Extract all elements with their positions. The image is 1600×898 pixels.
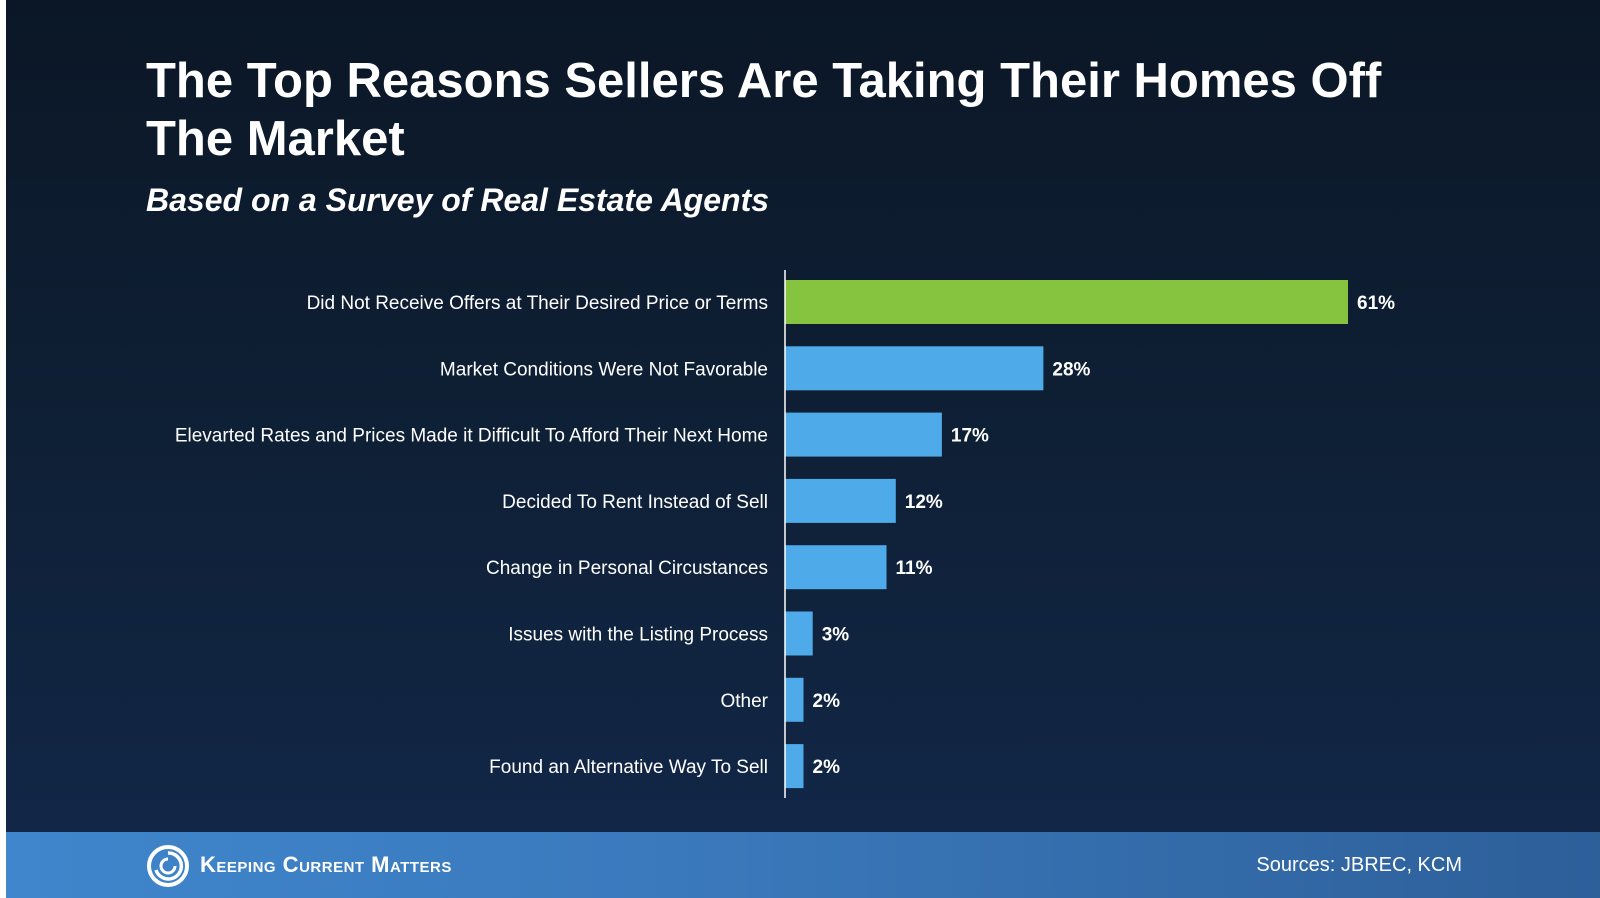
- value-label-7: 2%: [813, 691, 841, 712]
- slide: The Top Reasons Sellers Are Taking Their…: [6, 0, 1600, 898]
- sources-note: Sources: JBREC, KCM: [1256, 854, 1462, 876]
- value-label-3: 17%: [951, 426, 989, 447]
- value-label-4: 12%: [905, 492, 943, 513]
- category-label-8: Found an Alternative Way To Sell: [489, 757, 768, 778]
- bar-3: [785, 412, 942, 457]
- value-label-5: 11%: [896, 558, 933, 579]
- bar-chart: Did Not Receive Offers at Their Desired …: [175, 270, 1395, 798]
- category-label-7: Other: [720, 691, 768, 712]
- category-label-3: Elevarted Rates and Prices Made it Diffi…: [175, 426, 768, 447]
- chart-title: The Top Reasons Sellers Are Taking Their…: [146, 54, 1382, 166]
- category-label-4: Decided To Rent Instead of Sell: [502, 492, 768, 513]
- bar-8: [785, 744, 804, 789]
- brand-name: Keeping Current Matters: [200, 852, 452, 877]
- value-label-8: 2%: [813, 757, 841, 778]
- bar-6: [785, 611, 813, 656]
- swirl-logo-icon: [147, 845, 189, 887]
- value-label-2: 28%: [1052, 359, 1090, 380]
- category-label-5: Change in Personal Circustances: [486, 558, 768, 579]
- bar-7: [785, 677, 804, 722]
- bar-4: [785, 478, 896, 523]
- value-label-6: 3%: [822, 625, 850, 646]
- bar-1: [785, 280, 1348, 324]
- category-label-2: Market Conditions Were Not Favorable: [440, 359, 768, 380]
- category-label-1: Did Not Receive Offers at Their Desired …: [307, 293, 768, 314]
- chart-subtitle: Based on a Survey of Real Estate Agents: [146, 182, 770, 218]
- value-label-1: 61%: [1357, 293, 1395, 314]
- bar-5: [785, 545, 887, 590]
- category-label-6: Issues with the Listing Process: [508, 625, 768, 646]
- footer-bar: Keeping Current Matters Sources: JBREC, …: [6, 832, 1600, 898]
- bar-2: [785, 346, 1044, 391]
